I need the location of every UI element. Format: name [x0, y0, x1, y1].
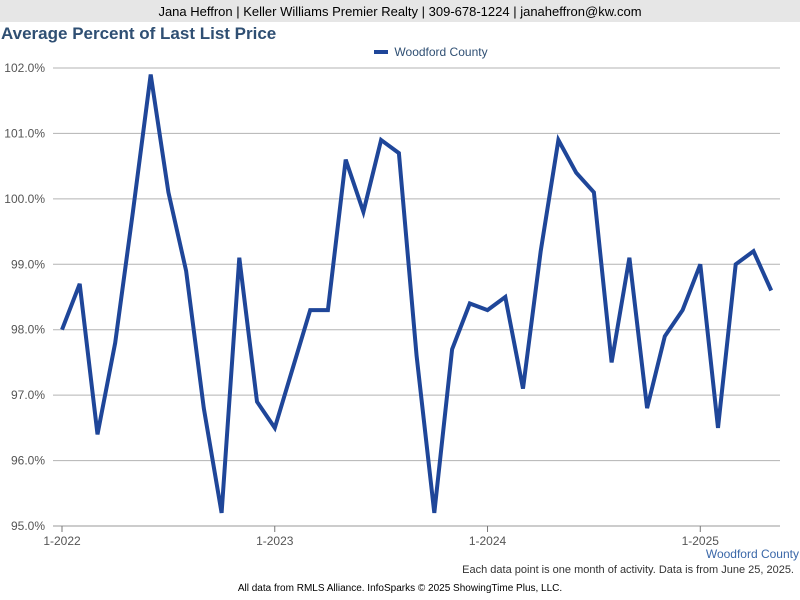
- x-tick-label: 1-2024: [469, 534, 507, 548]
- y-tick-label: 101.0%: [4, 126, 45, 140]
- x-tick-label: 1-2025: [682, 534, 720, 548]
- y-tick-label: 95.0%: [11, 519, 45, 533]
- chart-legend[interactable]: Woodford County: [0, 45, 800, 59]
- series-layer: [60, 74, 774, 514]
- legend-swatch: [374, 50, 389, 54]
- legend-label: Woodford County: [394, 45, 488, 59]
- header-contact-bar: Jana Heffron | Keller Williams Premier R…: [0, 0, 800, 22]
- series-end-label: Woodford County: [705, 547, 799, 561]
- x-tick-label: 1-2022: [43, 534, 81, 548]
- grid-layer: [53, 67, 780, 527]
- y-tick-label: 102.0%: [4, 61, 45, 75]
- y-tick-label: 99.0%: [11, 257, 45, 271]
- chart-footnote: Each data point is one month of activity…: [462, 564, 794, 576]
- y-tick-label: 98.0%: [11, 323, 45, 337]
- x-tick-label: 1-2023: [256, 534, 294, 548]
- axis-layer: 102.0% 101.0% 100.0% 99.0% 98.0% 97.0% 96.0% 95…: [4, 61, 780, 548]
- y-tick-label: 100.0%: [4, 192, 45, 206]
- chart-title: Average Percent of Last List Price: [1, 24, 277, 43]
- y-tick-label: 97.0%: [11, 388, 45, 402]
- y-tick-label: 96.0%: [11, 454, 45, 468]
- series-line-woodford-county: [60, 74, 774, 514]
- page-footer: All data from RMLS Alliance. InfoSparks …: [237, 583, 563, 594]
- header-contact-text: Jana Heffron | Keller Williams Premier R…: [158, 3, 642, 19]
